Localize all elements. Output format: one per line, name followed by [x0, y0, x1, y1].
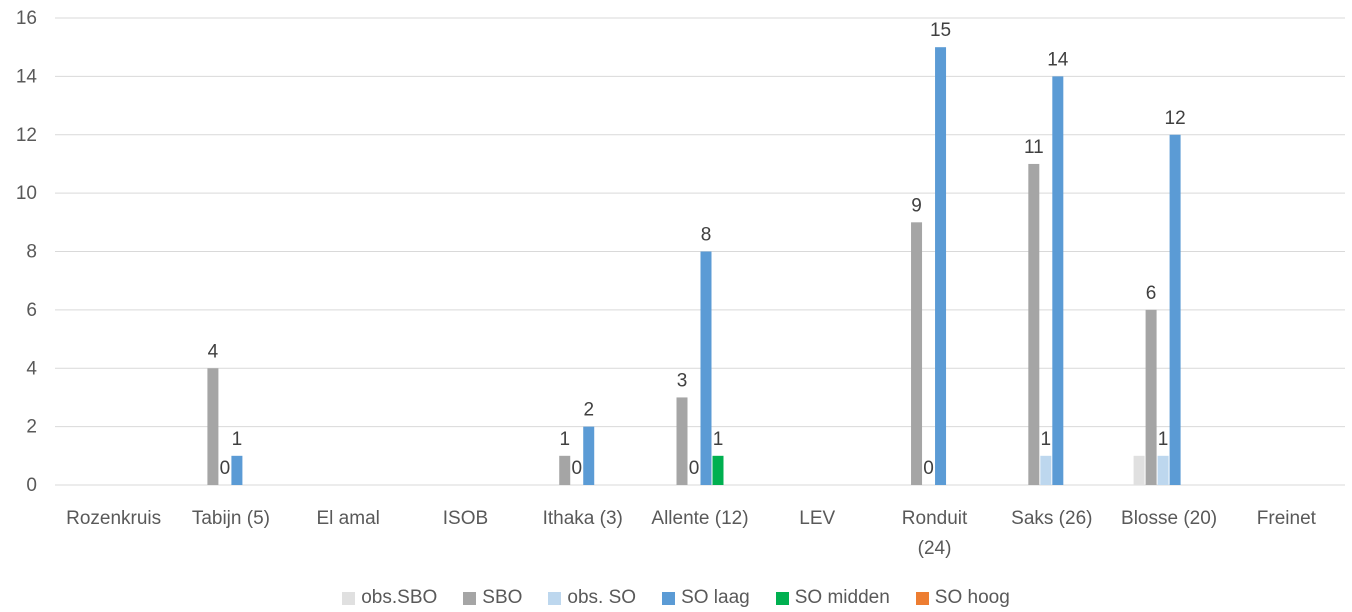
legend-item: SBO: [463, 587, 522, 609]
y-tick-label: 4: [26, 358, 37, 379]
y-tick-label: 16: [16, 8, 37, 29]
y-tick-label: 8: [26, 242, 37, 263]
data-label: 0: [220, 458, 231, 479]
legend-label: obs.SBO: [361, 587, 438, 608]
y-tick-label: 14: [16, 66, 38, 87]
x-tick-label: Blosse (20): [1121, 508, 1217, 529]
legend-swatch: [662, 591, 676, 605]
data-label: 4: [208, 341, 219, 362]
bar-so-midden: [712, 455, 724, 485]
data-label: 11: [1024, 137, 1044, 158]
x-tick-label: Freinet: [1257, 508, 1317, 529]
data-label: 1: [232, 429, 243, 450]
bar-sbo: [676, 397, 688, 485]
y-tick-label: 6: [26, 300, 37, 321]
data-label: 9: [911, 195, 922, 216]
data-label: 6: [1146, 283, 1157, 304]
bars: [207, 47, 1181, 485]
data-label: 1: [559, 429, 570, 450]
data-label: 8: [701, 225, 712, 246]
legend-swatch: [915, 591, 929, 605]
x-tick-label: Rozenkruis: [66, 508, 161, 529]
bar-so-laag: [583, 426, 595, 485]
data-label: 2: [583, 400, 594, 421]
bar-obs-sbo: [1133, 455, 1145, 485]
legend-label: SBO: [482, 587, 523, 608]
legend-label: SO midden: [794, 587, 890, 608]
bar-obs-so: [1040, 455, 1052, 485]
y-tick-label: 10: [16, 183, 37, 204]
y-tick-label: 2: [26, 417, 37, 438]
legend-item: SO hoog: [915, 587, 1010, 609]
legend-label: SO laag: [681, 587, 750, 608]
y-axis-tick-labels: 0 2 4 6 8 10 12 14 16: [16, 8, 38, 496]
bar-so-laag: [1169, 134, 1181, 485]
legend-label: obs. SO: [567, 587, 637, 608]
legend-swatch: [463, 591, 477, 605]
x-tick-label: Ronduit (24): [902, 508, 968, 559]
data-label: 12: [1165, 108, 1186, 129]
legend: obs.SBO SBO obs. SO SO laag SO midden SO hoog: [0, 584, 1352, 612]
legend-item: obs. SO: [548, 587, 636, 609]
data-label: 3: [677, 370, 688, 391]
x-tick-label: El amal: [317, 508, 380, 529]
data-label: 1: [1041, 429, 1052, 450]
x-tick-label: Saks (26): [1011, 508, 1092, 529]
data-label: 1: [713, 429, 724, 450]
data-label: 0: [571, 458, 582, 479]
bar-sbo: [1145, 309, 1157, 485]
bar-sbo: [911, 222, 923, 485]
legend-swatch: [548, 591, 562, 605]
legend-swatch: [775, 591, 789, 605]
x-tick-label: Allente (12): [651, 508, 748, 529]
legend-label: SO hoog: [934, 587, 1010, 608]
gridlines: [55, 17, 1345, 486]
y-tick-label: 12: [16, 125, 37, 146]
bar-sbo: [559, 455, 571, 485]
bar-so-laag: [935, 47, 947, 485]
data-label: 1: [1158, 429, 1169, 450]
bar-so-laag: [231, 455, 243, 485]
bar-obs-so: [1157, 455, 1169, 485]
x-tick-label: Ithaka (3): [543, 508, 623, 529]
x-tick-label: LEV: [799, 508, 835, 529]
bar-sbo: [207, 368, 219, 485]
legend-item: SO midden: [775, 587, 890, 609]
data-label: 14: [1047, 49, 1069, 70]
data-label: 15: [930, 20, 951, 41]
data-label: 0: [923, 458, 934, 479]
y-tick-label: 0: [26, 475, 37, 496]
x-axis-tick-labels: Rozenkruis Tabijn (5) El amal ISOB Ithaka (3…: [66, 508, 1317, 559]
bar-so-laag: [700, 251, 712, 485]
legend-item: obs.SBO: [342, 587, 437, 609]
data-label: 0: [689, 458, 700, 479]
bar-so-laag: [1052, 76, 1064, 485]
bar-sbo: [1028, 163, 1040, 485]
legend-swatch: [342, 591, 356, 605]
legend-item: SO laag: [662, 587, 750, 609]
x-tick-label: ISOB: [443, 508, 488, 529]
x-tick-label: Tabijn (5): [192, 508, 270, 529]
